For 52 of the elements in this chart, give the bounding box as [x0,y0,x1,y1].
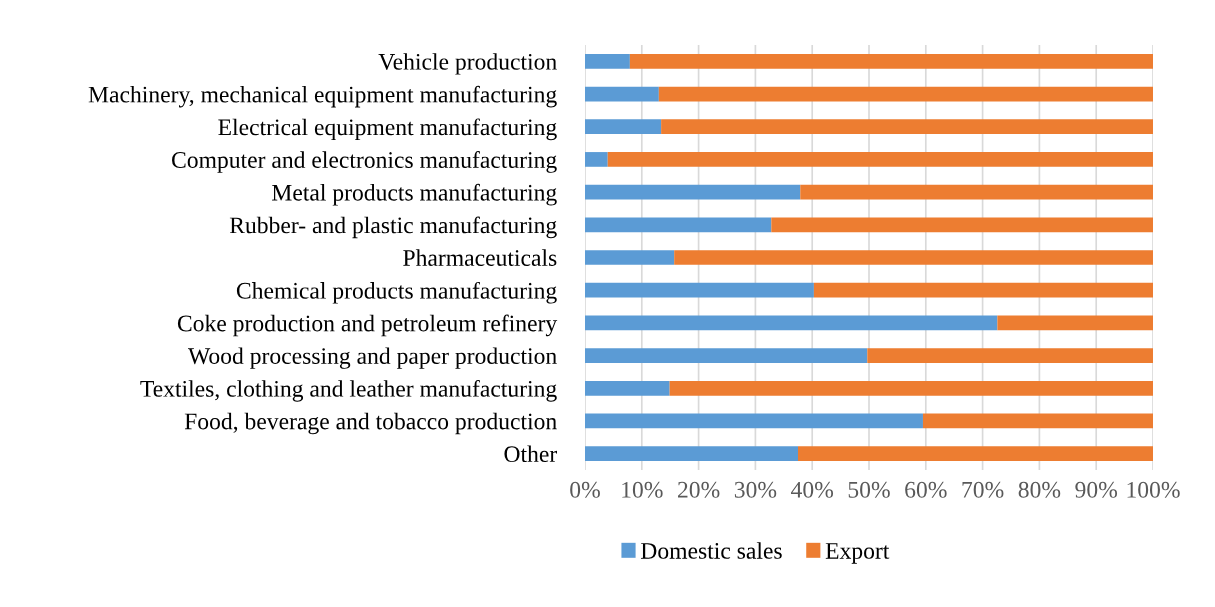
x-tick-label: 30% [734,481,777,498]
y-tick-label: Textiles, clothing and leather manufacturing [140,379,557,402]
y-tick-label: Wood processing and paper production [188,347,557,369]
bar [674,250,1153,265]
bar [585,446,798,462]
bar [771,217,1153,233]
legend-label: Export [825,543,890,564]
x-tick-label: 10% [622,481,663,498]
bar [607,152,1153,167]
bar [629,53,1153,69]
x-tick-label: 80% [1018,481,1061,498]
bar [585,282,814,298]
x-tick-label: 60% [905,481,947,498]
bar [585,86,659,102]
bar [585,119,662,135]
x-tick-label: 40% [791,481,834,498]
bar [585,217,772,233]
bar [585,380,670,396]
y-tick-label: Coke production and petroleum refinery [177,314,558,337]
bar [585,250,675,265]
bar [585,413,923,429]
x-tick-label: 0% [570,481,600,498]
bar [585,152,608,167]
bar [800,184,1153,200]
bar [585,53,630,69]
bar [585,184,801,200]
legend-label: Domestic sales [640,542,782,559]
bar [585,315,998,331]
bar [661,119,1153,135]
y-tick-label: Vehicle production [378,53,557,75]
y-tick-label: Computer and electronics manufacturing [172,151,557,173]
bar [669,380,1153,396]
bar [813,282,1153,298]
x-tick-label: 100% [1127,481,1180,498]
bar [585,348,868,363]
bar [997,315,1153,331]
y-tick-label: Food, beverage and tobacco production [184,412,557,435]
bar [867,348,1153,363]
y-tick-label: Other [504,445,558,463]
y-tick-label: Pharmaceuticals [403,249,557,266]
y-tick-label: Electrical equipment manufacturing [218,118,557,141]
x-tick-label: 20% [678,481,720,498]
x-tick-label: 50% [848,481,890,498]
bar [798,446,1153,462]
y-tick-label: Chemical products manufacturing [236,281,557,304]
y-tick-label: Metal products manufacturing [272,183,557,206]
y-tick-label: Rubber- and plastic manufacturing [229,216,557,239]
bar [922,413,1153,429]
bar [658,86,1153,102]
y-tick-label: Machinery, mechanical equipment manufacturing [88,85,557,108]
x-tick-label: 90% [1075,481,1118,498]
x-tick-label: 70% [962,481,1004,498]
